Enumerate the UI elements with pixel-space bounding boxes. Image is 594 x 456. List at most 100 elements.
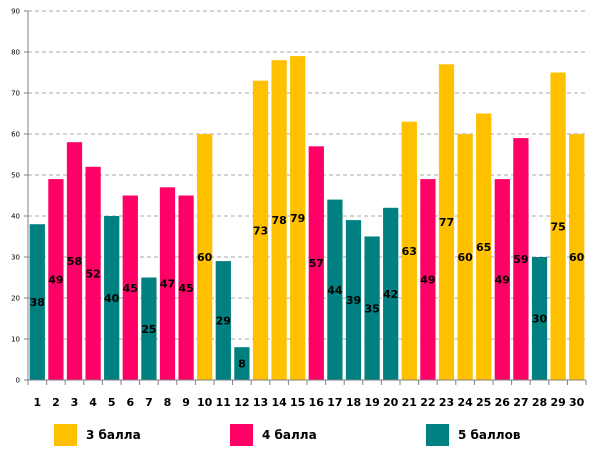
x-tick-label: 10 — [197, 396, 213, 409]
bar-13 — [252, 80, 269, 380]
bar-18 — [345, 220, 362, 380]
data-label-9: 45 — [178, 282, 193, 295]
x-tick-label: 16 — [309, 396, 325, 409]
data-label-3: 58 — [67, 255, 82, 268]
legend-label-5-ballov: 5 баллов — [458, 428, 521, 442]
data-label-30: 60 — [569, 251, 585, 264]
legend-item-4-balla: 4 балла — [230, 422, 317, 448]
x-tick-label: 22 — [420, 396, 435, 409]
bar-17 — [327, 199, 343, 380]
x-tick-label: 23 — [439, 396, 454, 409]
x-tick-label: 7 — [145, 396, 153, 409]
x-tick-label: 19 — [364, 396, 379, 409]
x-tick-label: 17 — [327, 396, 342, 409]
data-label-6: 45 — [123, 282, 138, 295]
legend-swatch-3-balla — [54, 424, 77, 446]
data-label-10: 60 — [197, 251, 213, 264]
x-tick-label: 15 — [290, 396, 305, 409]
bar-21 — [401, 121, 417, 380]
bar-29 — [550, 72, 566, 380]
x-tick-label: 6 — [126, 396, 134, 409]
legend-label-3-balla: 3 балла — [86, 428, 141, 442]
bar-2 — [48, 179, 64, 380]
x-tick-label: 21 — [402, 396, 417, 409]
x-tick-label: 13 — [253, 396, 268, 409]
y-tick-label: 10 — [11, 336, 20, 344]
data-label-12: 8 — [238, 358, 246, 371]
y-tick-label: 40 — [11, 213, 20, 221]
bar-15 — [290, 56, 306, 380]
x-tick-label: 25 — [476, 396, 491, 409]
data-label-26: 49 — [495, 274, 510, 287]
bar-19 — [364, 236, 380, 380]
data-label-16: 57 — [309, 257, 324, 270]
data-label-19: 35 — [364, 302, 379, 315]
y-tick-label: 50 — [11, 172, 20, 180]
x-tick-label: 30 — [569, 396, 585, 409]
y-tick-label: 20 — [11, 295, 20, 303]
data-label-8: 47 — [160, 278, 175, 291]
data-label-5: 40 — [104, 292, 120, 305]
x-tick-label: 11 — [216, 396, 231, 409]
data-label-11: 29 — [216, 315, 231, 328]
bar-1 — [29, 224, 45, 380]
bar-28 — [531, 257, 548, 380]
legend-item-5-ballov: 5 баллов — [426, 422, 520, 448]
bar-4 — [85, 166, 101, 380]
bar-10 — [197, 134, 213, 380]
x-tick-label: 14 — [271, 396, 287, 409]
data-label-14: 78 — [271, 214, 286, 227]
bar-11 — [215, 261, 231, 380]
data-label-18: 39 — [346, 294, 361, 307]
x-tick-label: 26 — [495, 396, 511, 409]
data-label-28: 30 — [532, 313, 548, 326]
bar-23 — [438, 64, 455, 381]
data-label-15: 79 — [290, 212, 305, 225]
bar-20 — [383, 207, 399, 380]
data-label-29: 75 — [550, 220, 565, 233]
bar-14 — [271, 60, 287, 380]
x-tick-label: 9 — [182, 396, 190, 409]
x-tick-label: 28 — [532, 396, 547, 409]
y-tick-label: 30 — [11, 254, 20, 262]
bar-22 — [420, 179, 436, 380]
bar-24 — [457, 134, 473, 380]
y-tick-label: 90 — [11, 8, 20, 16]
bar-12 — [234, 347, 250, 380]
bar-8 — [159, 187, 176, 380]
x-tick-label: 18 — [346, 396, 361, 409]
data-label-13: 73 — [253, 224, 268, 237]
x-tick-label: 2 — [52, 396, 60, 409]
bars — [29, 56, 585, 381]
legend-swatch-4-balla — [230, 424, 253, 446]
bar-25 — [476, 113, 492, 380]
bar-3 — [66, 142, 83, 380]
x-tick-label: 1 — [33, 396, 41, 409]
bar-7 — [141, 277, 157, 380]
bar-5 — [104, 216, 120, 380]
data-label-27: 59 — [513, 253, 528, 266]
x-tick-label: 29 — [550, 396, 565, 409]
bar-6 — [122, 195, 138, 380]
data-label-23: 77 — [439, 216, 454, 229]
x-axis: 1 2 3 4 5 6 7 8 9 10 11 12 13 14 15 16 17 18 19 20 21 22 23 24 2… — [27, 379, 587, 409]
x-tick-label: 24 — [457, 396, 473, 409]
data-label-25: 65 — [476, 241, 491, 254]
legend-swatch-5-ballov — [426, 424, 449, 446]
bar-27 — [513, 138, 529, 380]
bar-30 — [569, 134, 585, 380]
y-tick-label: 80 — [11, 49, 20, 57]
x-tick-label: 5 — [108, 396, 116, 409]
legend-label-4-balla: 4 балла — [262, 428, 317, 442]
y-tick-label: 0 — [16, 377, 20, 385]
x-tick-label: 4 — [89, 396, 97, 409]
data-label-4: 52 — [85, 267, 100, 280]
data-label-2: 49 — [48, 274, 63, 287]
x-tick-label: 3 — [71, 396, 79, 409]
x-tick-label: 20 — [383, 396, 399, 409]
x-tick-label: 27 — [513, 396, 528, 409]
data-label-1: 38 — [30, 296, 45, 309]
y-tick-label: 70 — [11, 90, 20, 98]
